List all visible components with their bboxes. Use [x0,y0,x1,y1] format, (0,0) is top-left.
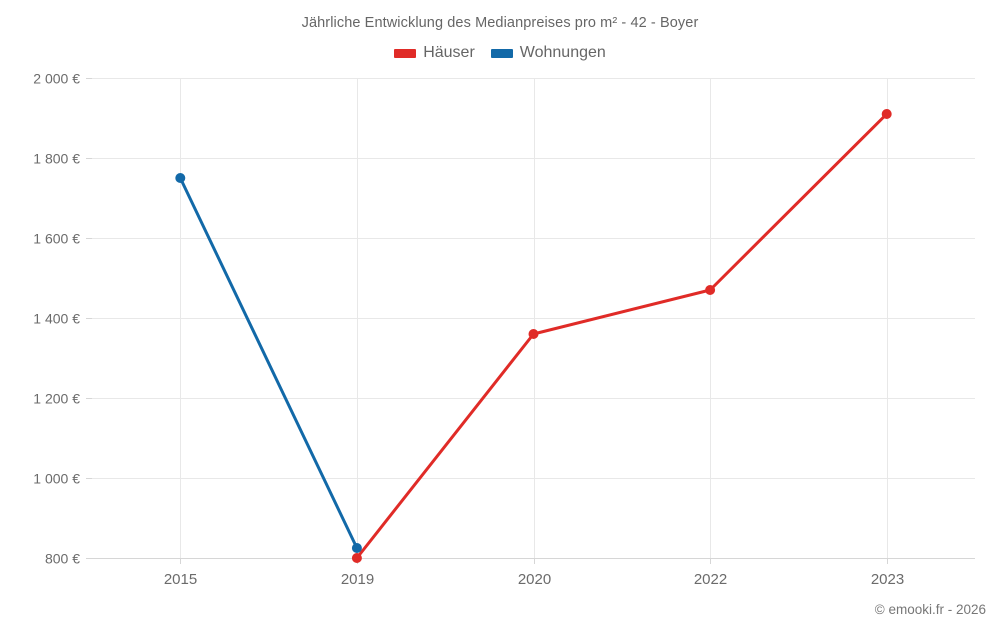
x-axis-tick-label: 2023 [871,571,904,588]
series-line-häuser [355,112,889,560]
legend-label-hauser: Häuser [423,44,475,61]
y-axis-tick-label: 1 400 € [33,311,80,327]
y-axis-labels-group: 800 € 1 000 € 1 200 € 1 400 € 1 600 € 1 800 €… [33,71,80,567]
x-axis-labels-group: 2015 2019 2020 2022 2023 [164,571,904,588]
x-axis-tick-label: 2019 [341,571,374,588]
chart-title: Jährliche Entwicklung des Medianpreises … [301,15,699,31]
y-axis-tick-label: 1 800 € [33,151,80,167]
y-axis-tick-label: 1 000 € [33,471,80,487]
x-axis-tick-label: 2022 [694,571,727,588]
legend-item-hauser[interactable]: Häuser [394,44,475,62]
y-axis-tick-label: 1 600 € [33,231,80,247]
chart-legend: Häuser Wohnungen [0,44,1000,62]
y-axis-tick-label: 2 000 € [33,71,80,87]
x-axis-tick-label: 2015 [164,571,197,588]
tick-marks-group [86,78,888,564]
x-axis-tick-label: 2020 [518,571,551,588]
y-axis-tick-label: 800 € [45,551,80,567]
legend-item-wohnungen[interactable]: Wohnungen [490,44,606,62]
data-point-wohnungen[interactable] [175,173,186,183]
data-point-häuser[interactable] [528,329,539,339]
series-line-wohnungen [178,176,359,550]
data-point-wohnungen[interactable] [351,543,362,553]
legend-label-wohnungen: Wohnungen [519,44,606,61]
legend-swatch-wohnungen-icon [490,48,513,58]
data-point-häuser[interactable] [881,109,892,119]
gridlines-group [92,78,975,559]
data-point-häuser[interactable] [705,285,716,295]
legend-swatch-hauser-icon [394,48,417,58]
series-markers-group [175,109,892,563]
copyright-credit: © emooki.fr - 2026 [874,602,986,617]
y-axis-tick-label: 1 200 € [33,391,80,407]
data-point-häuser[interactable] [351,553,362,563]
series-lines-group [178,112,889,560]
